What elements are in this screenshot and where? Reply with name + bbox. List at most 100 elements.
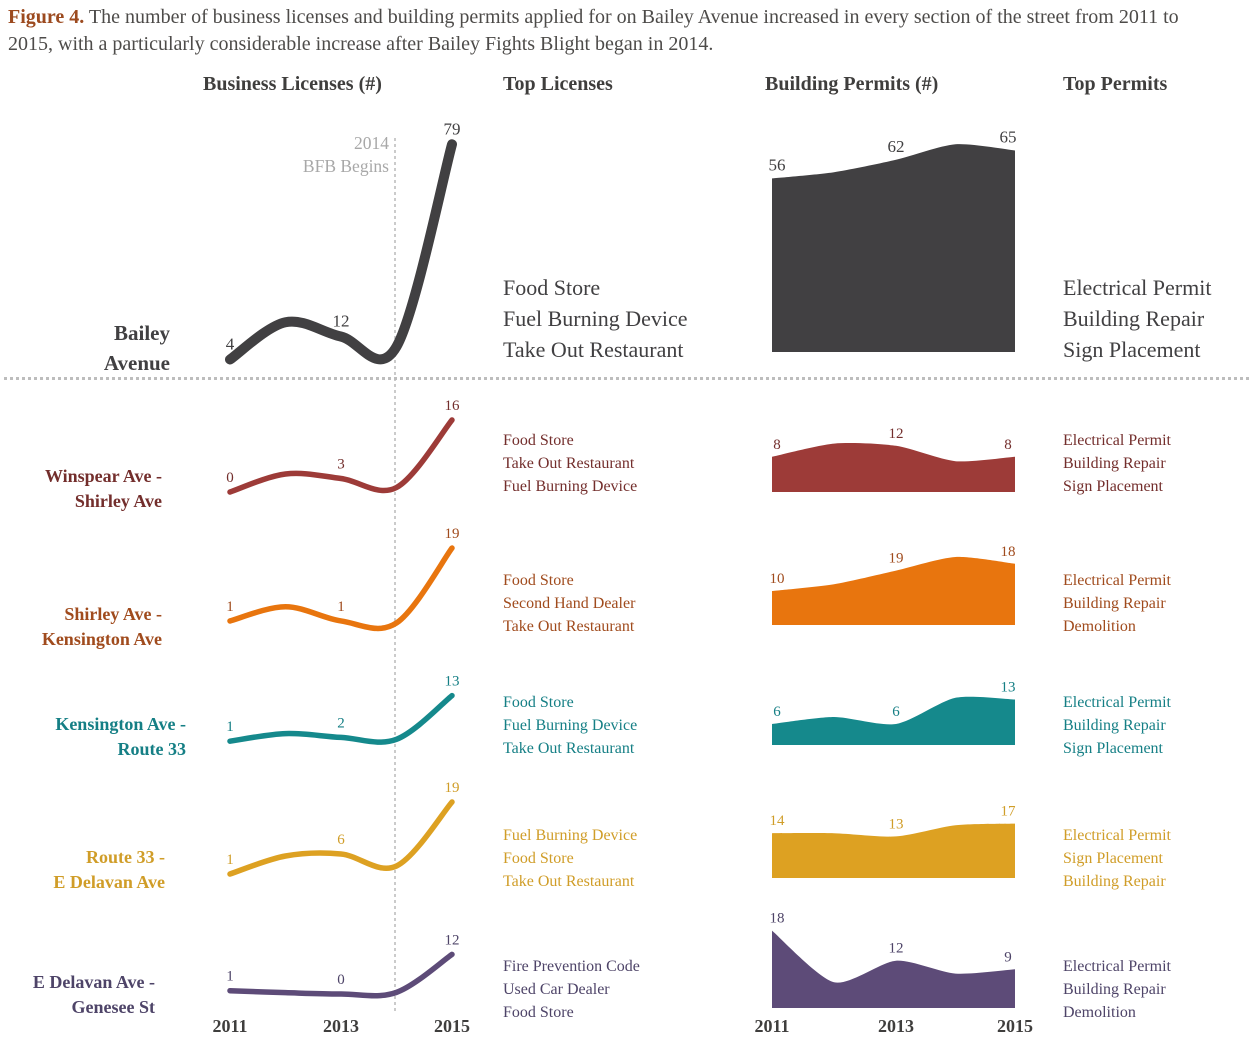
column-header-building-permits: Building Permits (#)	[765, 73, 939, 95]
top-licenses-list-winspear-shirley-item-0: Food Store	[503, 432, 574, 449]
section-label-route33-edelavan: Route 33 - E Delavan Ave	[0, 845, 165, 895]
top-licenses-list-shirley-kensington-item-1: Second Hand Dealer	[503, 595, 636, 612]
top-licenses-list-edelavan-genesee-item-1: Used Car Dealer	[503, 981, 610, 998]
top-permits-list-shirley-kensington-item-1: Building Repair	[1063, 595, 1166, 612]
top-permits-list-winspear-shirley-item-0: Electrical Permit	[1063, 432, 1171, 449]
top-licenses-list-kensington-route33-item-0: Food Store	[503, 694, 574, 711]
section-label-route33-edelavan-line-0: Route 33 -	[86, 847, 165, 867]
permits-value-label-bailey-avenue-1: 62	[888, 137, 905, 156]
licenses-line-winspear-shirley	[227, 417, 455, 495]
permits-value-label-edelavan-genesee-0: 18	[770, 911, 785, 927]
bfb-annotation-text: BFB Begins	[302, 156, 389, 176]
top-permits-list-winspear-shirley-item-1: Building Repair	[1063, 455, 1166, 472]
top-permits-list-route33-edelavan-item-1: Sign Placement	[1063, 850, 1163, 867]
section-label-kensington-route33: Kensington Ave - Route 33	[0, 712, 186, 762]
top-licenses-list-kensington-route33-item-2: Take Out Restaurant	[503, 740, 635, 757]
top-permits-list-bailey-avenue-item-1: Building Repair	[1063, 306, 1205, 331]
licenses-value-label-edelavan-genesee-1: 0	[337, 972, 345, 988]
top-permits-list-edelavan-genesee: Electrical Permit Building Repair Demoliti…	[1063, 955, 1171, 1024]
licenses-line-chart-shirley-kensington: 1 1 19	[226, 526, 460, 632]
section-label-winspear-shirley-line-0: Winspear Ave -	[44, 466, 162, 486]
section-label-shirley-kensington-line-1: Kensington Ave	[41, 629, 162, 649]
column-header-business-licenses: Business Licenses (#)	[203, 73, 382, 95]
bfb-begins-annotation: 2014 BFB Begins	[230, 132, 389, 178]
licenses-value-label-route33-edelavan-0: 1	[226, 852, 234, 868]
top-permits-list-kensington-route33: Electrical Permit Building Repair Sign Pla…	[1063, 691, 1171, 760]
licenses-value-label-shirley-kensington-0: 1	[226, 599, 234, 615]
top-permits-list-route33-edelavan-item-2: Building Repair	[1063, 873, 1166, 890]
licenses-value-label-route33-edelavan-1: 6	[337, 832, 345, 848]
top-permits-list-edelavan-genesee-item-1: Building Repair	[1063, 981, 1166, 998]
permits-area-chart-bailey-avenue: 56 62 65	[769, 128, 1017, 352]
permits-area-winspear-shirley	[772, 443, 1015, 492]
permits-axis-year-2011: 2011	[754, 1016, 790, 1036]
top-licenses-list-kensington-route33: Food Store Fuel Burning Device Take Out Re…	[503, 691, 637, 760]
figure-caption-text: The number of business licenses and buil…	[8, 6, 1179, 55]
top-licenses-list-winspear-shirley: Food Store Take Out Restaurant Fuel Burnin…	[503, 429, 637, 498]
top-licenses-list-kensington-route33-item-1: Fuel Burning Device	[503, 717, 638, 734]
top-licenses-list-winspear-shirley-item-2: Fuel Burning Device	[503, 478, 638, 495]
permits-value-label-winspear-shirley-0: 8	[773, 437, 781, 453]
figure-label: Figure 4.	[8, 6, 85, 28]
section-label-shirley-kensington: Shirley Ave - Kensington Ave	[0, 602, 162, 652]
top-licenses-list-route33-edelavan-item-0: Fuel Burning Device	[503, 827, 638, 844]
top-permits-list-shirley-kensington: Electrical Permit Building Repair Demoliti…	[1063, 569, 1171, 638]
permits-value-label-bailey-avenue-0: 56	[769, 155, 786, 174]
top-licenses-list-shirley-kensington-item-0: Food Store	[503, 572, 574, 589]
top-permits-list-bailey-avenue-item-2: Sign Placement	[1063, 337, 1201, 362]
licenses-line-route33-edelavan	[227, 799, 455, 877]
licenses-line-shirley-kensington	[227, 545, 455, 632]
permits-area-chart-shirley-kensington: 10 19 18	[770, 544, 1016, 625]
licenses-line-kensington-route33	[227, 692, 455, 745]
licenses-axis-year-2015: 2015	[434, 1016, 470, 1036]
licenses-line-chart-kensington-route33: 1 2 13	[226, 674, 460, 745]
licenses-value-label-winspear-shirley-0: 0	[226, 470, 234, 486]
licenses-value-label-shirley-kensington-1: 1	[337, 599, 345, 615]
permits-value-label-shirley-kensington-1: 19	[889, 551, 904, 567]
licenses-value-label-kensington-route33-2: 13	[445, 674, 460, 690]
permits-area-chart-winspear-shirley: 8 12 8	[772, 426, 1015, 492]
licenses-line-chart-winspear-shirley: 0 3 16	[226, 398, 460, 495]
top-licenses-list-edelavan-genesee: Fire Prevention Code Used Car Dealer Food …	[503, 955, 640, 1024]
licenses-axis-year-2011: 2011	[212, 1016, 248, 1036]
top-permits-list-winspear-shirley: Electrical Permit Building Repair Sign Pla…	[1063, 429, 1171, 498]
section-label-edelavan-genesee-line-1: Genesee St	[71, 997, 155, 1017]
top-licenses-list-winspear-shirley-item-1: Take Out Restaurant	[503, 455, 635, 472]
licenses-value-label-edelavan-genesee-2: 12	[445, 932, 460, 948]
permits-value-label-bailey-avenue-2: 65	[1000, 128, 1017, 147]
permits-value-label-edelavan-genesee-2: 9	[1004, 949, 1012, 965]
top-permits-list-winspear-shirley-item-2: Sign Placement	[1063, 478, 1163, 495]
section-label-winspear-shirley-line-1: Shirley Ave	[74, 491, 162, 511]
top-licenses-list-bailey-avenue-item-2: Take Out Restaurant	[503, 337, 684, 362]
permits-value-label-kensington-route33-2: 13	[1001, 680, 1016, 696]
licenses-axis-year-2013: 2013	[323, 1016, 359, 1036]
licenses-value-label-bailey-avenue-2: 79	[444, 119, 461, 138]
permits-value-label-winspear-shirley-1: 12	[889, 426, 904, 442]
column-header-top-permits: Top Permits	[1063, 73, 1168, 95]
top-licenses-list-shirley-kensington-item-2: Take Out Restaurant	[503, 618, 635, 635]
section-label-shirley-kensington-line-0: Shirley Ave -	[64, 604, 162, 624]
permits-area-route33-edelavan	[772, 823, 1015, 878]
licenses-value-label-bailey-avenue-1: 12	[333, 312, 350, 331]
section-label-route33-edelavan-line-1: E Delavan Ave	[53, 872, 165, 892]
top-permits-list-bailey-avenue-item-0: Electrical Permit	[1063, 275, 1212, 300]
top-permits-list-bailey-avenue: Electrical Permit Building Repair Sign Pla…	[1063, 272, 1211, 365]
licenses-value-label-bailey-avenue-0: 4	[226, 335, 235, 354]
figure-caption: Figure 4. The number of business license…	[8, 4, 1213, 58]
permits-value-label-route33-edelavan-2: 17	[1001, 804, 1017, 820]
permits-area-bailey-avenue	[772, 144, 1015, 352]
permits-value-label-shirley-kensington-2: 18	[1001, 544, 1016, 560]
top-permits-list-route33-edelavan-item-0: Electrical Permit	[1063, 827, 1171, 844]
top-licenses-list-route33-edelavan: Fuel Burning Device Food Store Take Out Re…	[503, 824, 637, 893]
bfb-annotation-year: 2014	[354, 133, 389, 153]
licenses-value-label-route33-edelavan-2: 19	[445, 780, 460, 796]
top-permits-list-edelavan-genesee-item-0: Electrical Permit	[1063, 958, 1171, 975]
section-label-bailey-avenue-line-1: Avenue	[103, 351, 170, 375]
licenses-line-edelavan-genesee	[227, 951, 455, 999]
licenses-value-label-kensington-route33-1: 2	[337, 715, 345, 731]
column-header-top-licenses: Top Licenses	[503, 73, 613, 95]
permits-value-label-kensington-route33-0: 6	[773, 704, 781, 720]
section-label-kensington-route33-line-1: Route 33	[117, 739, 187, 759]
